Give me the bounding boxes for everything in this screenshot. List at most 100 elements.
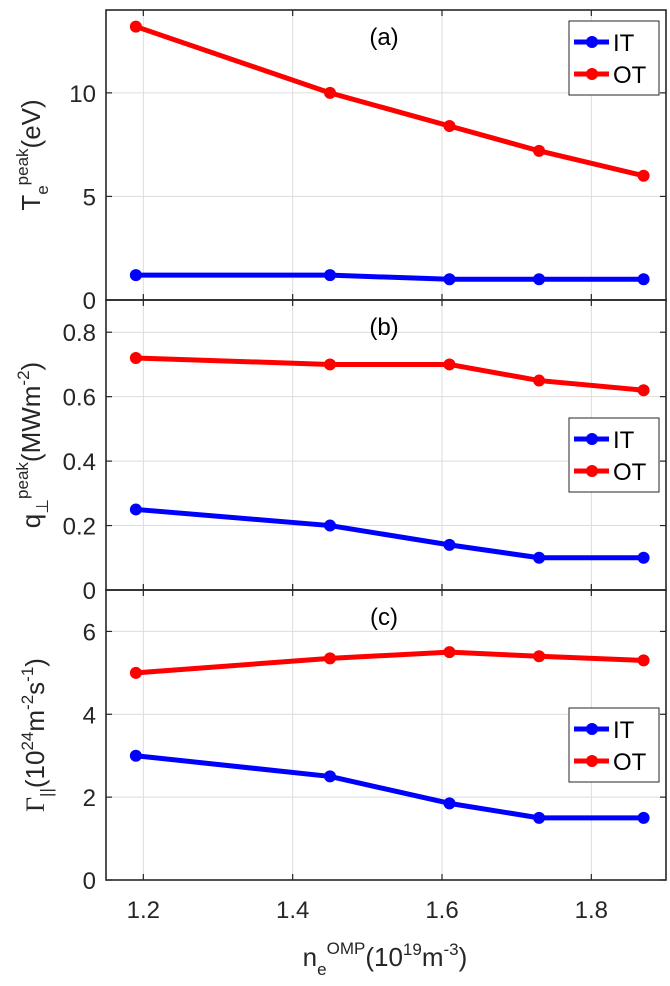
data-point-ot [443,646,456,659]
data-point-ot [129,352,142,364]
data-point-ot [443,120,456,132]
ylabel-sup: -1 [18,667,37,682]
data-point-it [637,551,650,564]
ylabel-main: q [16,514,46,528]
data-point-it [637,811,650,824]
y-tick-label: 0.8 [63,320,96,347]
data-point-ot [443,358,456,371]
data-point-ot [533,650,546,663]
y-axis-label: q⊥peak(MWm-2) [13,362,52,528]
panel-label: (c) [370,604,398,631]
ylabel-sup: -2 [18,695,37,710]
y-tick-label: 6 [83,619,96,646]
data-point-ot [637,384,650,397]
data-point-ot [533,144,546,157]
xlabel-sup: OMP [327,939,366,958]
xlabel-sub: e [317,960,326,979]
data-point-ot [324,358,336,371]
legend-marker-it [586,433,598,445]
ylabel-unit: s [20,682,50,695]
panel-a: 0 5 10 (a) IT OT Tepeak(eV) [13,9,667,315]
y-tick-label: 10 [69,81,96,108]
ylabel-sub: ⊥ [33,499,52,514]
y-tick-label: 4 [83,702,96,729]
ylabel-unit-close: ) [16,362,46,371]
data-point-it [129,269,142,282]
ylabel-unit: m [20,710,50,732]
data-point-ot [637,169,650,182]
series-line-it [135,753,644,821]
data-point-ot [324,652,336,665]
data-point-it [129,503,142,516]
legend-label-it: IT [613,30,635,57]
data-point-it [443,273,456,286]
data-point-it [533,273,546,286]
y-axis-label: Tepeak(eV) [13,99,52,210]
data-point-it [443,797,456,810]
data-point-it [533,811,546,824]
ylabel-sup: 24 [18,732,37,751]
legend-label-it: IT [613,717,635,744]
y-tick-label: 0 [83,578,96,605]
data-point-it [324,770,336,783]
panel-label: (b) [369,314,398,341]
legend-label-ot: OT [613,749,647,776]
ylabel-unit-close: ) [20,658,50,667]
legend-label-ot: OT [613,459,647,486]
legend-marker-ot [586,465,598,477]
x-axis-label: neOMP(1019m-3) [303,939,468,979]
y-tick-label: 0 [83,868,96,895]
y-tick-label: 5 [83,184,96,211]
data-point-ot [129,666,142,679]
series-line-ot [135,649,644,676]
y-tick-label: 0 [83,288,96,315]
ylabel-sub: || [37,788,56,797]
ylabel-unit: (MWm [16,386,46,463]
xlabel-main: n [303,942,317,972]
x-tick-label: 1.8 [575,897,608,924]
y-tick-label: 2 [83,785,96,812]
series-line-it [135,272,644,282]
ylabel-sup: peak [13,148,32,185]
legend-marker-it [586,723,598,735]
y-tick-label: 0.4 [63,449,96,476]
legend-marker-it [586,36,598,48]
xlabel-unit: m [422,942,444,972]
ylabel-sup: peak [13,462,32,499]
axes-frame [105,589,667,881]
ylabel-unit-sup: -2 [14,370,33,385]
x-tick-label: 1.2 [127,897,160,924]
data-point-it [324,269,336,282]
data-point-ot [129,20,142,33]
y-axis-label: Γ||(1024m-2s-1) [18,658,56,812]
xlabel-unit-sup: -3 [444,940,459,959]
data-point-it [443,538,456,551]
legend-marker-ot [586,755,598,767]
x-tick-label: 1.6 [425,897,458,924]
legend-label-it: IT [613,427,635,454]
data-point-it [129,749,142,762]
series-line-ot [135,355,644,393]
y-tick-label: 0.2 [63,514,96,541]
panel-b: 0 0.2 0.4 0.6 0.8 (b) IT OT q⊥peak(MWm-2) [13,299,667,605]
series-line-it [135,506,644,561]
data-point-it [324,519,336,532]
panel-label: (a) [369,24,398,51]
xlabel-unit-sup: 19 [403,940,422,959]
ylabel-unit: (10 [20,751,50,789]
legend-marker-ot [586,68,598,80]
legend-box [568,707,660,783]
xlabel-unit-close: ) [459,942,468,972]
legend-box [568,20,660,96]
x-tick-label: 1.4 [276,897,309,924]
legend-label-ot: OT [613,62,647,89]
ylabel-unit: (eV) [16,99,46,148]
ylabel-main: T [16,195,46,211]
data-point-ot [324,86,336,99]
xlabel-unit: (10 [365,942,403,972]
y-tick-label: 0.6 [63,385,96,412]
data-point-ot [533,374,546,387]
data-point-it [533,551,546,564]
data-point-ot [637,654,650,667]
